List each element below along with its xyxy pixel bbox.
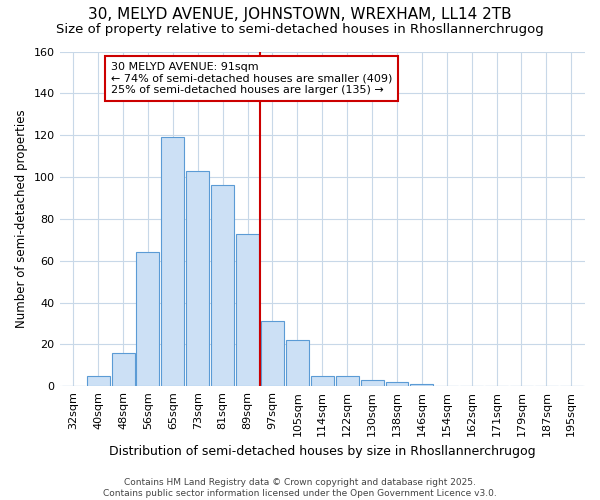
Bar bbox=[286, 340, 309, 386]
Text: 30, MELYD AVENUE, JOHNSTOWN, WREXHAM, LL14 2TB: 30, MELYD AVENUE, JOHNSTOWN, WREXHAM, LL… bbox=[88, 8, 512, 22]
Y-axis label: Number of semi-detached properties: Number of semi-detached properties bbox=[15, 110, 28, 328]
Bar bbox=[386, 382, 409, 386]
Bar bbox=[136, 252, 160, 386]
Bar bbox=[361, 380, 383, 386]
Text: Size of property relative to semi-detached houses in Rhosllannerchrugog: Size of property relative to semi-detach… bbox=[56, 22, 544, 36]
Text: 30 MELYD AVENUE: 91sqm
← 74% of semi-detached houses are smaller (409)
25% of se: 30 MELYD AVENUE: 91sqm ← 74% of semi-det… bbox=[110, 62, 392, 95]
Bar bbox=[86, 376, 110, 386]
Bar bbox=[186, 171, 209, 386]
Bar bbox=[261, 322, 284, 386]
Bar bbox=[336, 376, 359, 386]
Bar bbox=[161, 138, 184, 386]
Bar bbox=[236, 234, 259, 386]
Bar bbox=[211, 186, 234, 386]
Bar bbox=[112, 353, 134, 386]
Bar bbox=[311, 376, 334, 386]
Text: Contains HM Land Registry data © Crown copyright and database right 2025.
Contai: Contains HM Land Registry data © Crown c… bbox=[103, 478, 497, 498]
X-axis label: Distribution of semi-detached houses by size in Rhosllannerchrugog: Distribution of semi-detached houses by … bbox=[109, 444, 536, 458]
Bar bbox=[410, 384, 433, 386]
